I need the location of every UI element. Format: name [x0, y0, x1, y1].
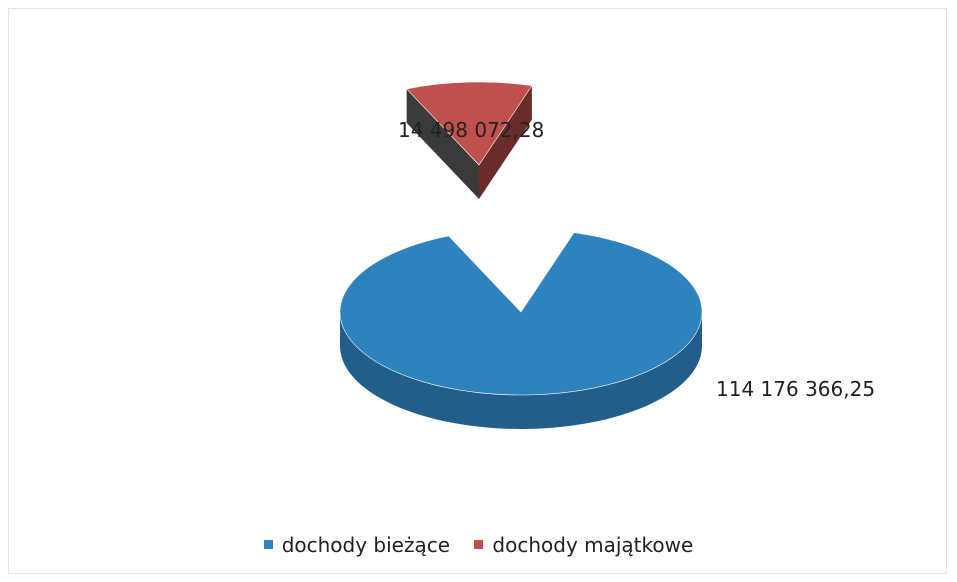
legend: dochody bieżące dochody majątkowe	[0, 530, 957, 557]
legend-item-dochody-biezace: dochody bieżące	[263, 532, 451, 557]
data-label-dochody-majatkowe: 14 498 072,28	[398, 118, 544, 142]
data-label-dochody-biezace: 114 176 366,25	[716, 377, 875, 401]
pie-side-dochody-biezace	[340, 312, 702, 429]
legend-label-dochody-biezace: dochody bieżące	[281, 532, 451, 557]
pie-cut-wall-dochody-majatkowe	[406, 88, 479, 199]
pie-cut-wall-end-dochody-majatkowe	[479, 85, 532, 199]
legend-item-dochody-majatkowe: dochody majątkowe	[474, 533, 693, 557]
pie-slice-dochody-biezace	[339, 232, 703, 396]
pie-shapes	[339, 81, 703, 429]
pie-slice-dochody-majatkowe	[406, 81, 533, 166]
legend-label-dochody-majatkowe: dochody majątkowe	[492, 532, 694, 557]
legend-swatch-dochody-biezace	[263, 540, 273, 549]
chart-frame	[8, 8, 947, 574]
legend-swatch-dochody-majatkowe	[474, 540, 484, 549]
